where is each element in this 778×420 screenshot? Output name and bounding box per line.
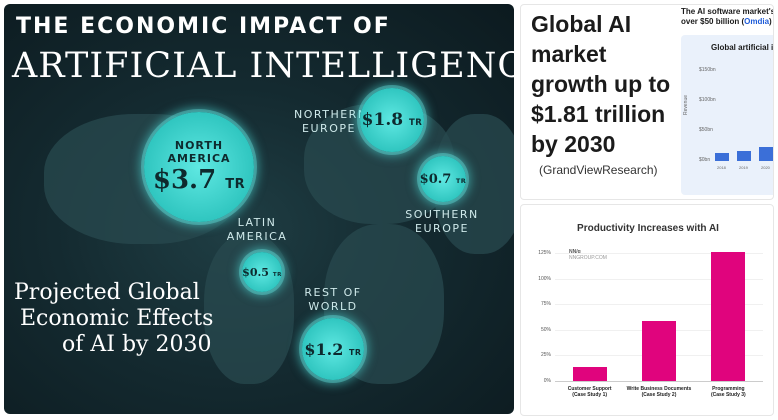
productivity-chart-card[interactable]: Productivity Increases with AI NN/g NNGR… — [520, 204, 774, 416]
region-label-line2: EUROPE — [302, 122, 356, 135]
region-value: $0.5 — [242, 265, 269, 279]
region-label-line1: NORTHERN — [294, 108, 368, 121]
mini-x-label: 2019 — [739, 165, 748, 170]
region-label-line2: AMERICA — [226, 230, 288, 243]
y-tick-label: 0% — [543, 378, 551, 384]
mini-y-axis-label: Revenue — [683, 94, 689, 115]
mini-x-label: 2020 — [761, 165, 770, 170]
category-name: Write Business Documents — [626, 386, 692, 392]
region-value: $1.2 — [304, 339, 344, 359]
category-name: Customer Support — [567, 386, 612, 392]
region-label-line1: LATIN — [237, 216, 277, 229]
y-tick-label: 25% — [540, 352, 551, 359]
grid-line — [555, 304, 763, 306]
ai-market-growth-card[interactable]: Global AI market growth up to $1.81 tril… — [520, 4, 774, 200]
y-tick-label: 100% — [538, 275, 551, 282]
mini-header-source-link: Omdia — [744, 17, 770, 26]
chart-watermark: NN/g NNGROUP.COM — [569, 249, 607, 261]
infographic-title-top: THE ECONOMIC IMPACT OF — [16, 14, 391, 39]
region-value: $0.7 — [419, 171, 452, 187]
y-tick-label: 125% — [538, 250, 551, 256]
mini-y-tick: $150bn — [699, 67, 716, 73]
market-growth-headline: Global AI market growth up to $1.81 tril… — [531, 11, 671, 157]
region-unit: TR — [272, 271, 282, 278]
mini-bar-2018 — [715, 153, 729, 161]
region-label-line1: REST OF — [304, 286, 362, 299]
region-unit: TR — [225, 177, 246, 192]
region-label-line2: WORLD — [308, 300, 358, 313]
mini-bar-2020 — [759, 147, 773, 161]
category-case-study: (Case Study 1) — [572, 392, 608, 398]
projected-effects-caption: Projected Global Economic Effects of AI … — [14, 280, 224, 358]
region-label-rest-of-world: REST OF WORLD — [300, 286, 366, 314]
region-label-line1: SOUTHERN — [405, 208, 479, 221]
bar-1 — [572, 366, 607, 381]
infographic-title-main: ARTIFICIAL INTELLIGENCE — [12, 46, 514, 86]
region-unit: TR — [408, 118, 423, 128]
category-case-study: (Case Study 3) — [710, 392, 746, 398]
region-north-america: NORTH AMERICA $3.7 TR — [144, 112, 254, 222]
watermark-line1: NN/g — [569, 249, 581, 255]
ai-economic-impact-infographic: THE ECONOMIC IMPACT OF ARTIFICIAL INTELL… — [4, 4, 514, 414]
bar-3 — [711, 251, 746, 381]
chart-title: Productivity Increases with AI — [577, 223, 719, 234]
region-northern-europe: $1.8 TR — [360, 88, 424, 152]
region-value: $1.8 — [361, 110, 404, 130]
region-label-latin-america: LATIN AMERICA — [224, 216, 290, 244]
mini-header-line1: The AI software market's g — [681, 7, 774, 16]
mini-article-header: The AI software market's g over $50 bill… — [681, 7, 774, 27]
x-category-label: Customer Support (Case Study 1) — [550, 386, 630, 398]
mini-header-prefix: over $50 billion ( — [681, 17, 745, 26]
mini-chart-title: Global artificial i — [711, 43, 774, 52]
mini-x-label: 2018 — [717, 165, 726, 170]
category-case-study: (Case Study 2) — [641, 392, 677, 398]
mini-bar-2019 — [737, 151, 751, 161]
x-category-label: Programming (Case Study 3) — [688, 386, 768, 398]
region-unit: TR — [455, 176, 467, 185]
projected-line-2: Economic Effects — [20, 306, 214, 331]
region-label-southern-europe: SOUTHERN EUROPE — [404, 208, 480, 236]
mini-header-suffix: ) — [769, 17, 772, 26]
mini-y-tick: $0bn — [699, 157, 711, 163]
mini-y-tick: $100bn — [699, 97, 716, 103]
watermark-line2: NNGROUP.COM — [569, 255, 607, 261]
grid-line — [555, 278, 763, 280]
mini-revenue-chart: Global artificial i Revenue $150bn $100b… — [681, 35, 774, 195]
region-southern-europe: $0.7 TR — [420, 156, 466, 202]
region-label-northern-europe: NORTHERN EUROPE — [294, 108, 368, 136]
region-latin-america: $0.5 TR — [242, 252, 282, 292]
projected-line-3: of AI by 2030 — [62, 332, 212, 357]
category-name: Programming — [712, 386, 745, 392]
y-tick-label: 75% — [540, 301, 551, 308]
region-label-line1: NORTH — [174, 139, 224, 152]
region-rest-of-world: $1.2 TR — [302, 318, 364, 380]
bar-2 — [642, 320, 676, 381]
y-tick-label: 50% — [540, 326, 551, 333]
market-growth-source: (GrandViewResearch) — [539, 163, 658, 177]
grid-line — [555, 253, 763, 254]
region-value: $3.7 — [152, 165, 217, 195]
region-label-line2: AMERICA — [167, 152, 231, 165]
x-axis-line — [555, 381, 763, 382]
region-unit: TR — [348, 347, 362, 357]
mini-y-tick: $50bn — [699, 127, 713, 133]
region-label-line2: EUROPE — [415, 222, 469, 235]
x-category-label: Write Business Documents (Case Study 2) — [619, 386, 699, 398]
projected-line-1: Projected Global — [14, 280, 200, 305]
